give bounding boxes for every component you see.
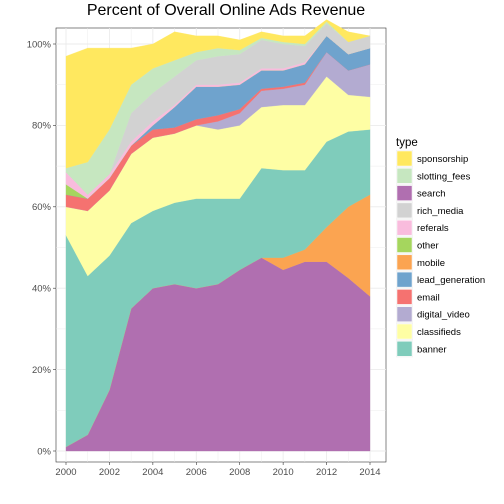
legend-label-search: search [417, 189, 446, 200]
y-tick-label: 20% [32, 365, 52, 376]
y-tick-label: 40% [32, 284, 52, 295]
y-tick-label: 0% [37, 446, 51, 457]
y-tick-label: 60% [32, 202, 52, 213]
legend-title: type [396, 137, 418, 149]
legend-label-banner: banner [417, 344, 447, 355]
legend-label-email: email [417, 292, 440, 303]
x-tick-label: 2014 [359, 467, 380, 478]
legend-label-classifieds: classifieds [417, 327, 461, 338]
x-tick-label: 2002 [99, 467, 120, 478]
chart-title: Percent of Overall Online Ads Revenue [86, 2, 366, 19]
x-tick-label: 2006 [186, 467, 207, 478]
legend-swatch-email [396, 289, 413, 305]
y-axis-ticks: 0% 20% 40% 60% 80% 100% [27, 39, 56, 457]
legend-label-lead-generation: lead_generation [417, 275, 485, 286]
area-series [65, 19, 371, 452]
legend-swatch-other [396, 237, 413, 253]
legend-swatch-mobile [396, 254, 413, 271]
x-axis-ticks: 2000 2002 2004 2006 2008 2010 2012 2014 [55, 462, 381, 478]
x-tick-label: 2010 [273, 467, 294, 478]
legend-swatch-lead-generation [396, 271, 413, 288]
y-tick-label: 80% [32, 121, 52, 132]
x-tick-label: 2000 [55, 467, 76, 478]
legend-swatch-sponsorship [396, 150, 413, 167]
area-sponsorship [65, 19, 371, 169]
x-tick-label: 2012 [316, 467, 337, 478]
legend-label-sponsorship: sponsorship [417, 154, 468, 165]
x-tick-label: 2008 [229, 467, 250, 478]
legend-label-other: other [417, 241, 439, 252]
x-tick-label: 2004 [142, 467, 163, 478]
legend-swatch-slotting-fees [396, 168, 413, 184]
legend-swatch-banner [396, 341, 413, 357]
y-tick-label: 100% [27, 39, 52, 50]
legend-swatch-search [396, 185, 413, 201]
legend-swatch-rich-media [396, 202, 413, 219]
legend-label-slotting-fees: slotting_fees [417, 171, 471, 182]
legend-swatch-digital-video [396, 306, 413, 322]
legend-label-rich-media: rich_media [417, 206, 464, 217]
legend-swatch-classifieds [396, 323, 413, 340]
legend-label-digital-video: digital_video [417, 310, 470, 321]
legend-swatch-referals [396, 219, 413, 236]
legend-label-referals: referals [417, 223, 449, 234]
legend-label-mobile: mobile [417, 258, 445, 269]
